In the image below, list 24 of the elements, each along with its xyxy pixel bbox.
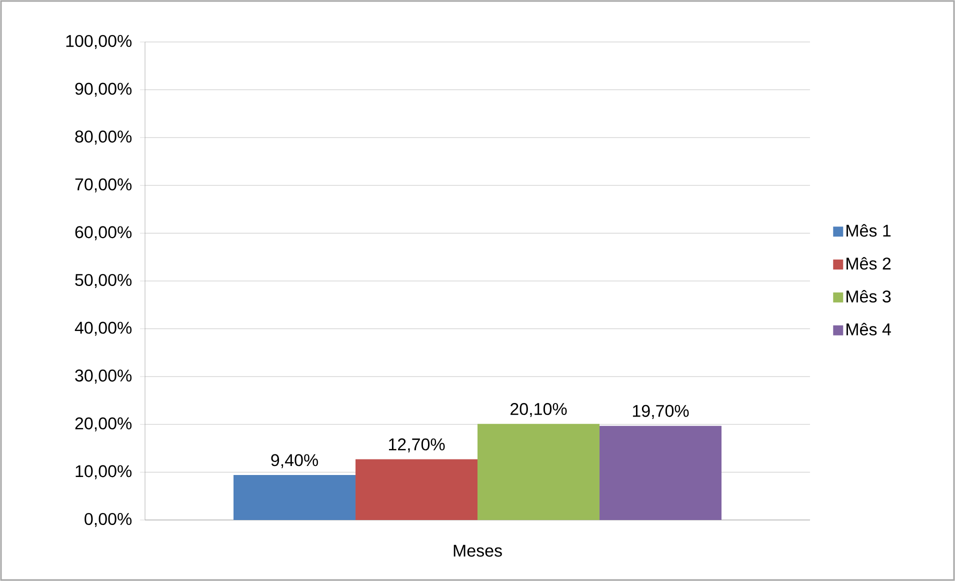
bar — [356, 459, 478, 520]
y-tick-label: 10,00% — [76, 465, 132, 480]
y-tick-label: 90,00% — [75, 82, 132, 97]
legend-label: Mês 4 — [846, 322, 891, 336]
data-label: 20,10% — [510, 402, 567, 418]
y-tick-label: 50,00% — [75, 274, 132, 288]
y-tick-label: 60,00% — [75, 226, 132, 240]
data-label: 12,70% — [388, 438, 445, 452]
x-tick-label: Meses — [454, 544, 502, 557]
y-tick-label: 0,00% — [84, 512, 132, 528]
y-tick-label: 40,00% — [74, 322, 132, 336]
data-label: 9,40% — [271, 454, 318, 468]
y-tick-label: 70,00% — [75, 178, 132, 192]
y-tick-label: 100,00% — [66, 34, 132, 50]
bar — [478, 424, 600, 520]
bar — [600, 426, 722, 520]
legend-label: Mês 2 — [846, 257, 891, 270]
legend-label: Mês 1 — [846, 224, 891, 237]
y-tick-label: 20,00% — [75, 417, 132, 432]
legend-label: Mês 3 — [846, 290, 891, 303]
y-tick-label: 30,00% — [75, 370, 132, 384]
bar — [234, 475, 356, 520]
data-label: 19,70% — [632, 404, 689, 419]
y-tick-label: 80,00% — [75, 130, 132, 145]
